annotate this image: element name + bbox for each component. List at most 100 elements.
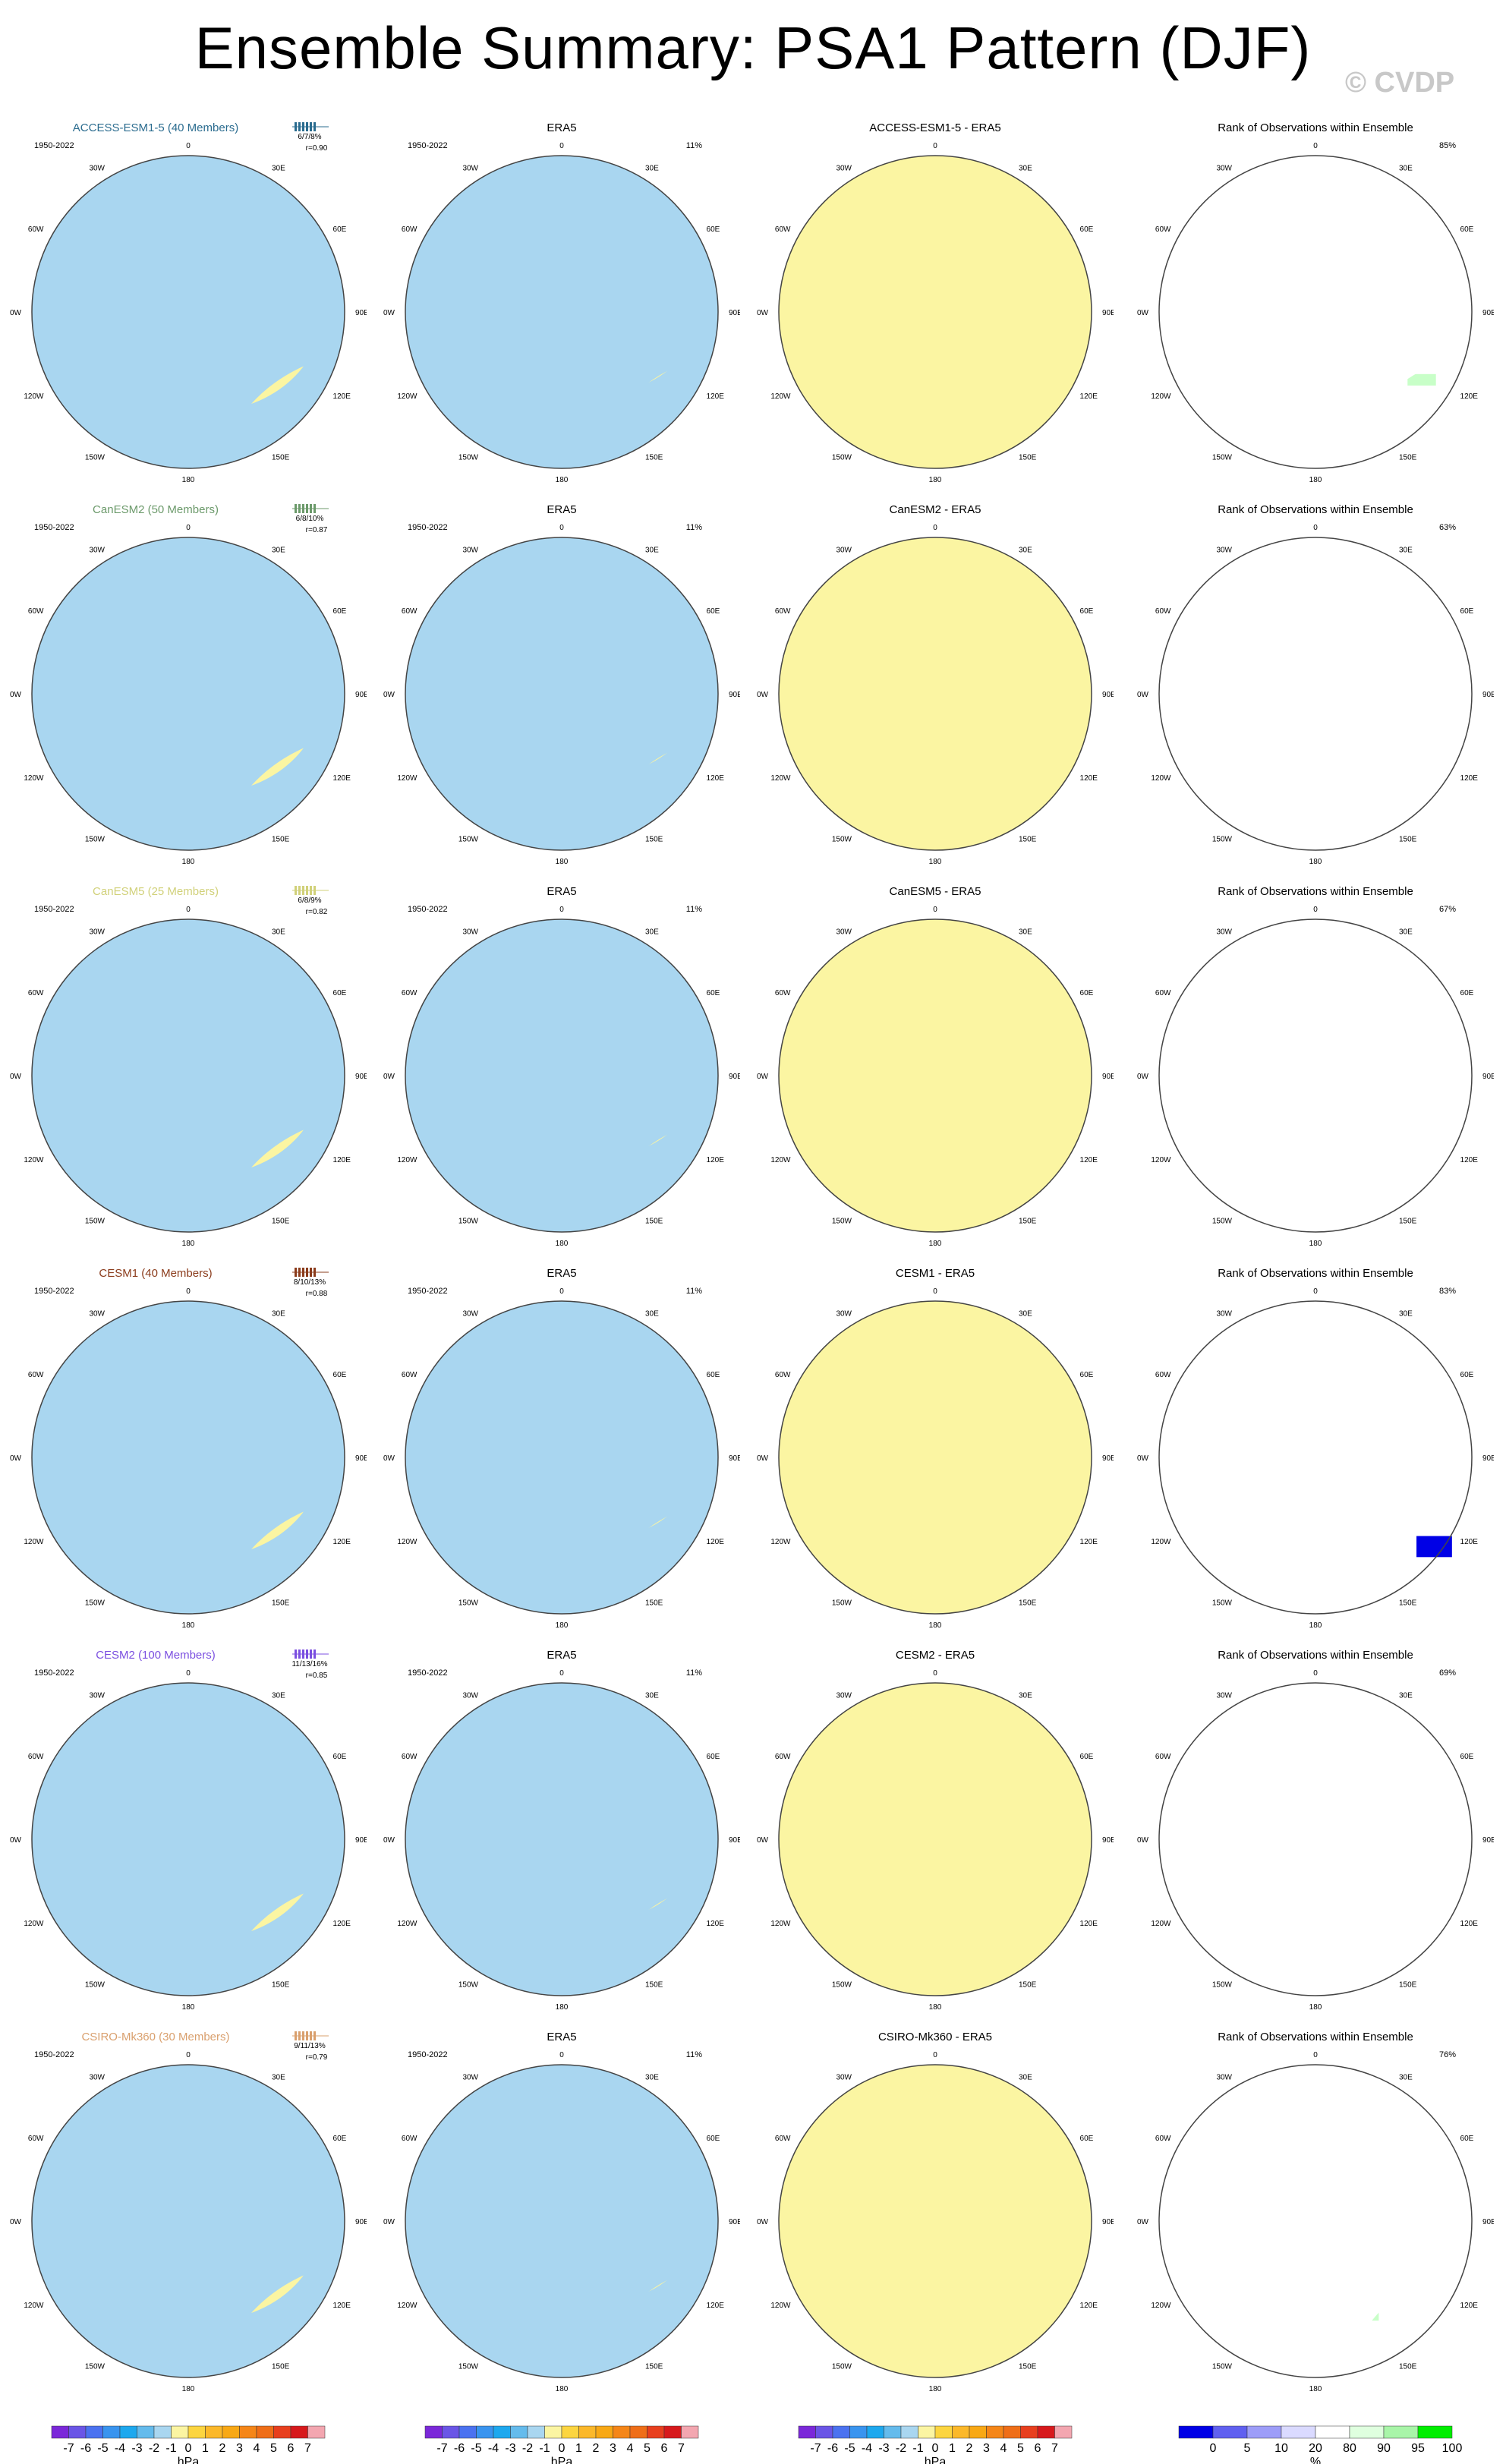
longitude-label: 120W [1151,392,1171,401]
rank-title: Rank of Observations within Ensemble [1218,1267,1413,1280]
longitude-label: 180 [1309,1240,1322,1248]
longitude-label: 30E [645,546,659,554]
longitude-label: 30W [836,546,852,554]
longitude-label: 150W [458,1218,479,1226]
longitude-label: 30W [1216,1309,1232,1318]
map-background [1159,1301,1472,1614]
rank-title: Rank of Observations within Ensemble [1218,2031,1413,2043]
map-boundary [405,537,719,851]
longitude-label: 90E [729,309,740,317]
longitude-label: 0 [186,2051,191,2059]
longitude-label: 180 [1309,858,1322,866]
rank-percentage: 69% [1439,1668,1456,1678]
longitude-label: 90W [1137,2218,1149,2226]
longitude-label: 120E [707,1156,725,1164]
longitude-label: 120W [770,392,791,401]
longitude-label: 0 [186,142,191,150]
map-panel-1-1: ERA5 1950-2022 11% 0 30E 60E 90E 120E 150E 180 150… [383,503,740,866]
map-background [32,1301,345,1614]
longitude-label: 0 [1313,1287,1318,1296]
difference-title: CESM2 - ERA5 [896,1649,975,1662]
longitude-label: 30W [836,164,852,172]
longitude-label: 30W [1216,928,1232,936]
difference-title: CanESM2 - ERA5 [890,503,981,516]
longitude-label: 60E [1460,2135,1474,2143]
longitude-label: 0 [559,1669,564,1678]
map-background [1159,537,1472,850]
longitude-label: 90E [729,2218,740,2226]
longitude-label: 60W [1155,1371,1171,1379]
longitude-label: 120W [24,774,44,783]
longitude-label: 90E [1482,1836,1494,1845]
longitude-label: 0 [559,142,564,150]
map-background [779,1301,1092,1614]
longitude-label: 150E [1019,454,1037,462]
longitude-label: 120E [1460,392,1479,401]
longitude-label: 90W [383,1836,395,1845]
longitude-label: 90E [1102,309,1114,317]
map-background [405,2065,718,2377]
longitude-label: 150E [1399,454,1417,462]
longitude-label: 90E [1482,1073,1494,1081]
map-background [32,156,345,468]
longitude-label: 90W [757,691,769,699]
map-panel-3-2: CESM1 - ERA5 0 30E 60E 90E 120E 150E 180 150W 120… [757,1267,1114,1630]
longitude-label: 120E [333,1920,351,1928]
map-panel-0-3: Rank of Observations within Ensemble 85% 0… [1137,121,1494,484]
longitude-label: 150E [1019,1218,1037,1226]
longitude-label: 60W [402,1753,417,1761]
longitude-label: 150E [645,1599,663,1608]
longitude-label: 150W [458,1599,479,1608]
longitude-label: 150E [272,1599,290,1608]
longitude-label: 150W [1212,1599,1233,1608]
difference-title: CanESM5 - ERA5 [890,885,981,898]
longitude-label: 60W [775,225,791,234]
longitude-label: 150W [458,1981,479,1990]
longitude-label: 180 [1309,1621,1322,1630]
map-background [32,537,345,850]
map-boundary [778,155,1092,469]
longitude-label: 90W [383,691,395,699]
longitude-label: 180 [1309,2385,1322,2393]
longitude-label: 60W [775,1371,791,1379]
map-background [405,156,718,468]
longitude-label: 90E [1482,2218,1494,2226]
obs-title: ERA5 [547,1649,576,1662]
longitude-label: 30E [1019,1309,1032,1318]
longitude-label: 150W [85,1981,106,1990]
longitude-label: 90W [10,2218,22,2226]
map-boundary [778,1682,1092,1996]
longitude-label: 60E [707,989,720,997]
map-panel-1-2: CanESM2 - ERA5 0 30E 60E 90E 120E 150E 180 150W 1… [757,503,1114,866]
obs-title: ERA5 [547,121,576,134]
longitude-label: 60E [707,1371,720,1379]
longitude-label: 60E [333,607,347,616]
longitude-label: 0 [559,524,564,532]
longitude-label: 90E [1482,309,1494,317]
longitude-label: 30W [89,2073,105,2081]
variance-whisker-plot [292,1268,329,1277]
longitude-label: 120E [333,392,351,401]
map-boundary [31,155,345,469]
longitude-label: 120W [397,392,417,401]
longitude-label: 0 [933,906,937,914]
longitude-label: 90W [10,1454,22,1463]
longitude-label: 30W [1216,546,1232,554]
map-panel-3-0: CESM1 (40 Members) 1950-2022 8/10/13% r=0.8… [10,1267,367,1630]
longitude-label: 150E [1399,2363,1417,2371]
longitude-label: 120E [707,392,725,401]
rank-percentage: 67% [1439,905,1456,914]
longitude-label: 90W [757,309,769,317]
longitude-label: 120E [1460,1538,1479,1546]
longitude-label: 180 [929,1621,942,1630]
longitude-label: 30W [462,928,478,936]
map-background [1159,2065,1472,2377]
difference-title: CESM1 - ERA5 [896,1267,975,1280]
period-label: 1950-2022 [34,523,74,532]
longitude-label: 0 [559,906,564,914]
pattern-correlation: r=0.87 [306,526,328,534]
longitude-label: 60W [402,225,417,234]
longitude-label: 150W [85,454,106,462]
longitude-label: 0 [559,2051,564,2059]
